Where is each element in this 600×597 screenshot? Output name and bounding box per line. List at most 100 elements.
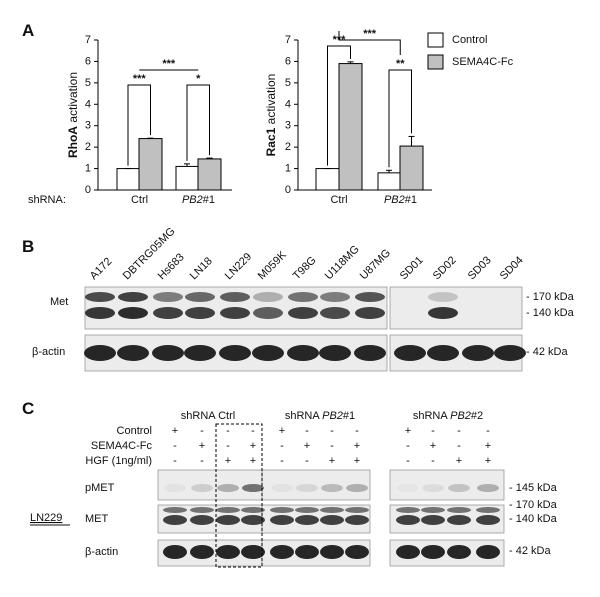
met-band	[320, 307, 350, 319]
pmet-membrane	[157, 469, 263, 501]
significance-label: **	[396, 58, 405, 70]
actin-band	[84, 345, 116, 361]
y-tick-label: 3	[85, 120, 91, 132]
row-label: Met	[50, 296, 68, 308]
actin-band	[287, 345, 319, 361]
sign: -	[457, 440, 461, 452]
sign: -	[431, 455, 435, 467]
met-band	[270, 515, 294, 525]
sign: -	[305, 425, 309, 437]
met-band	[85, 292, 115, 302]
pmet-band	[477, 484, 499, 492]
met-band	[396, 515, 420, 525]
sign: +	[329, 455, 335, 467]
y-tick-label: 6	[285, 55, 291, 67]
row-label: β-actin	[85, 546, 118, 558]
bar	[399, 145, 424, 191]
pmet-band	[422, 484, 444, 492]
highlight-box	[215, 423, 263, 568]
sign: -	[200, 425, 204, 437]
sign: +	[304, 440, 310, 452]
size-label: - 145 kDa	[509, 482, 558, 494]
met-band	[241, 507, 265, 513]
bar	[377, 172, 401, 191]
met-band	[428, 292, 458, 302]
met-band	[220, 307, 250, 319]
met-band	[295, 515, 319, 525]
sign: +	[405, 425, 411, 437]
met-band	[295, 507, 319, 513]
actin-band	[163, 545, 187, 559]
met-band	[447, 515, 471, 525]
y-axis-label: RhoA activation	[66, 72, 80, 158]
actin-band	[152, 345, 184, 361]
x-tick-label: Ctrl	[330, 194, 347, 206]
met-band	[153, 307, 183, 319]
sign: +	[354, 455, 360, 467]
sign: -	[173, 440, 177, 452]
actin-band	[421, 545, 445, 559]
met-band	[396, 507, 420, 513]
met-band	[288, 307, 318, 319]
actin-band	[219, 345, 251, 361]
x-tick-label: PB2#1	[384, 194, 417, 206]
met-band	[241, 515, 265, 525]
condition-label: Control	[117, 425, 152, 437]
actin-band	[396, 545, 420, 559]
pmet-band	[164, 484, 186, 492]
met-band	[270, 507, 294, 513]
actin-band	[447, 545, 471, 559]
size-label: - 42 kDa	[526, 346, 568, 358]
sign: +	[279, 425, 285, 437]
sign: -	[305, 455, 309, 467]
met-band	[345, 515, 369, 525]
y-tick-label: 5	[85, 77, 91, 89]
met-band	[428, 307, 458, 319]
met-band	[185, 307, 215, 319]
sign: -	[431, 425, 435, 437]
y-axis-label: Rac1 activation	[264, 74, 278, 157]
actin-band	[354, 345, 386, 361]
met-band	[320, 292, 350, 302]
legend-label: Control	[452, 34, 487, 46]
significance-bracket	[327, 45, 351, 166]
sign: +	[430, 440, 436, 452]
sign: +	[354, 440, 360, 452]
row-label: pMET	[85, 482, 115, 494]
sign: +	[250, 455, 256, 467]
y-tick-label: 1	[85, 162, 91, 174]
sign: -	[486, 425, 490, 437]
significance-bracket	[186, 84, 210, 161]
sign: -	[226, 440, 230, 452]
pmet-band	[271, 484, 293, 492]
actin-band	[319, 345, 351, 361]
met-band	[355, 307, 385, 319]
met-band	[220, 292, 250, 302]
actin-band	[494, 345, 526, 361]
sign: +	[456, 455, 462, 467]
pmet-band	[346, 484, 368, 492]
met-band	[447, 507, 471, 513]
group-label: shRNA PB2#1	[285, 410, 355, 422]
actin-band	[184, 345, 216, 361]
pmet-band	[242, 484, 264, 492]
size-label: - 170 kDa	[509, 499, 558, 511]
sign: -	[330, 425, 334, 437]
y-tick-label: 4	[85, 98, 91, 110]
x-tick-label: Ctrl	[131, 194, 148, 206]
actin-band	[241, 545, 265, 559]
sign: +	[199, 440, 205, 452]
bar	[175, 165, 199, 191]
actin-band	[190, 545, 214, 559]
sign: -	[280, 455, 284, 467]
bar	[197, 158, 222, 191]
met-band	[118, 307, 148, 319]
condition-label: HGF (1ng/ml)	[85, 455, 152, 467]
met-band	[85, 307, 115, 319]
sign: +	[225, 455, 231, 467]
significance-label: ***	[133, 73, 147, 85]
met-band	[345, 507, 369, 513]
y-tick-label: 7	[285, 34, 291, 46]
met-band	[253, 292, 283, 302]
